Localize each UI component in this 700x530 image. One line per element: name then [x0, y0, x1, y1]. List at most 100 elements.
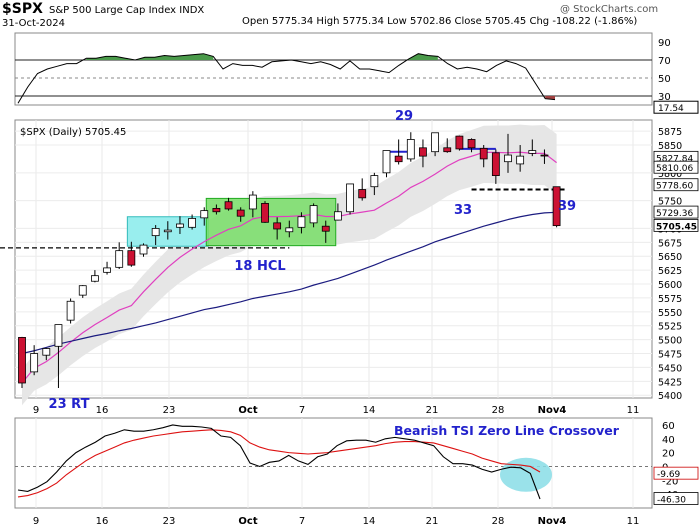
last-value-box [653, 100, 699, 114]
candle-body [236, 209, 245, 217]
y-tick-label: 20 [662, 449, 675, 460]
symbol-description: S&P 500 Large Cap Index INDX [49, 5, 205, 16]
y-tick-label: 50 [658, 74, 671, 85]
candle-body [30, 353, 39, 373]
candle-body [212, 208, 221, 213]
candle-body [42, 348, 51, 356]
last-value-label: 17.54 [658, 104, 684, 114]
tsi-value-label: -9.69 [657, 470, 681, 480]
candle-body [139, 244, 148, 255]
x-tick-label: 9 [33, 516, 39, 527]
x-tick-label: 16 [96, 405, 109, 416]
candle-body [103, 267, 111, 273]
x-tick-label: 7 [299, 405, 305, 416]
x-tick-label: 21 [426, 516, 439, 527]
y-tick-label: 5625 [658, 266, 682, 277]
y-tick-label: 5400 [658, 391, 682, 402]
candle-body [78, 285, 87, 296]
y-tick-label: 5850 [658, 141, 682, 152]
price-label-box [653, 205, 699, 219]
candle-body [224, 201, 233, 210]
y-tick-label: 30 [658, 92, 671, 103]
candle-body [358, 189, 367, 199]
candle-body [91, 275, 99, 282]
x-tick-label: 9 [33, 405, 39, 416]
y-tick-label: 5425 [658, 377, 682, 388]
candle-body [176, 223, 184, 228]
price-label-box [653, 218, 699, 232]
annotation-29: 29 [395, 109, 413, 124]
candle-body [188, 218, 197, 228]
chart-date: 31-Oct-2024 [2, 18, 65, 29]
candle-body [151, 228, 160, 237]
y-tick-label: 5650 [658, 252, 682, 263]
candle-body [309, 205, 318, 224]
candle-body [346, 183, 354, 213]
price-label: 5810.06 [656, 164, 693, 174]
y-tick-label: 5575 [658, 294, 682, 305]
candle-body [394, 155, 403, 163]
x-tick-label: Nov4 [538, 405, 567, 416]
candle-body [382, 150, 391, 174]
price-label: 5729.36 [656, 209, 693, 219]
x-tick-label: 11 [627, 405, 640, 416]
candle-body [285, 227, 294, 233]
x-tick-label: Oct [238, 405, 257, 416]
overbought-fill [86, 53, 214, 60]
candle-body [467, 139, 476, 149]
y-tick-label: 90 [658, 38, 671, 49]
y-tick-label: 70 [658, 56, 671, 67]
ohlc-summary: Open 5775.34 High 5775.34 Low 5702.86 Cl… [242, 16, 638, 27]
candle-body [297, 216, 306, 228]
price-label: 5778.60 [656, 182, 693, 192]
x-tick-label: 23 [163, 516, 176, 527]
x-tick-label: 7 [299, 516, 305, 527]
candle-body [163, 229, 172, 233]
price-label: 5827.84 [656, 154, 693, 164]
x-tick-label: 16 [96, 516, 109, 527]
y-tick-label: 5750 [658, 197, 682, 208]
y-tick-label: 40 [662, 435, 675, 446]
x-tick-label: 11 [627, 516, 640, 527]
candle-body [370, 175, 379, 188]
tsi-value-box [653, 466, 699, 480]
tsi-signal-line [17, 429, 541, 498]
y-tick-label: 5500 [658, 336, 682, 347]
candle-body [115, 250, 124, 268]
candle-body [455, 135, 464, 150]
candle-body [18, 336, 26, 384]
annotation-39: 39 [558, 199, 576, 214]
annotation-rt: 23 RT [49, 397, 90, 412]
candle-body [443, 147, 452, 153]
price-label: 5705.45 [656, 222, 697, 232]
y-tick-label: 5675 [658, 238, 682, 249]
y-tick-label: 5525 [658, 322, 682, 333]
y-tick-label: 5875 [658, 127, 682, 138]
crossover-highlight [500, 457, 552, 492]
candle-body [540, 154, 549, 157]
y-tick-label: 5800 [658, 169, 682, 180]
x-tick-label: 28 [492, 405, 505, 416]
candle-body [491, 152, 500, 177]
candle-body [419, 147, 427, 157]
price-label-box [653, 160, 699, 174]
candle-body [127, 250, 136, 266]
candle-body [552, 186, 561, 227]
annotation-tsi: Bearish TSI Zero Line Crossover [394, 423, 620, 438]
panel-frame-1 [14, 32, 653, 106]
tsi-value-box [653, 492, 699, 505]
x-tick-label: 23 [163, 405, 176, 416]
candle-body [516, 155, 525, 165]
y-tick-label: -20 [662, 476, 678, 487]
candle-body [321, 225, 330, 232]
candle-body [406, 139, 415, 160]
stockcharts-watermark: @ StockCharts.com [560, 4, 659, 15]
candle-body [200, 210, 209, 219]
y-tick-label: 5600 [658, 280, 682, 291]
price-legend: $SPX (Daily) 5705.45 [20, 127, 126, 138]
candle-body [54, 324, 63, 347]
candle-body [431, 132, 440, 153]
y-tick-label: 5550 [658, 308, 682, 319]
price-label-box [653, 178, 699, 192]
